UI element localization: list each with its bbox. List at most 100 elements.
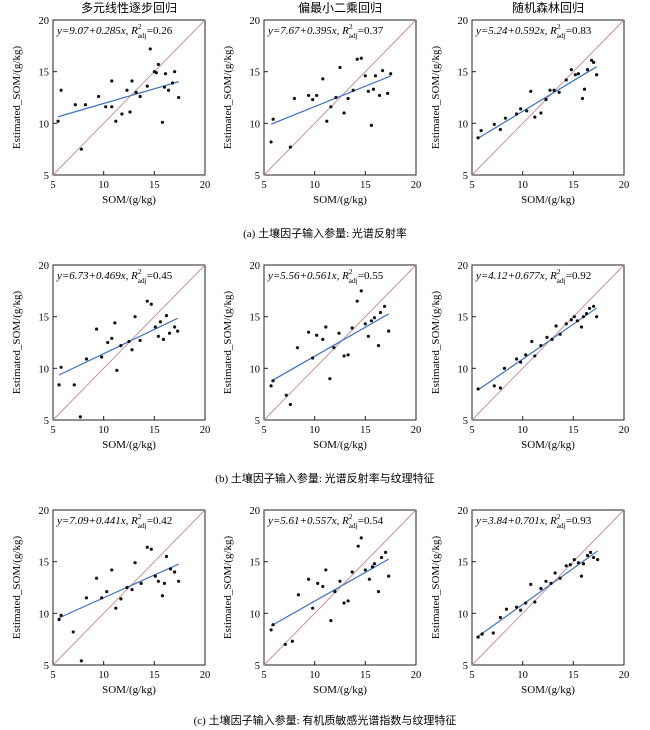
data-point bbox=[350, 570, 354, 574]
data-point bbox=[387, 574, 391, 578]
x-tick-label: 15 bbox=[568, 670, 579, 681]
data-point bbox=[524, 353, 528, 357]
x-axis-label: SOM/(g/kg) bbox=[313, 194, 367, 206]
data-point bbox=[346, 353, 350, 357]
y-tick-label: 15 bbox=[250, 558, 261, 569]
y-tick-label: 20 bbox=[39, 16, 50, 27]
data-point bbox=[363, 322, 367, 326]
scatter-panel: 5 10 15 20 5 10 15 20 SOM/(g/kg) Estimated_SOM/(g… bbox=[222, 506, 421, 696]
data-point bbox=[380, 69, 385, 73]
y-tick-label: 5 bbox=[255, 416, 260, 427]
data-point bbox=[596, 558, 600, 562]
data-point bbox=[292, 96, 296, 101]
data-point bbox=[284, 393, 288, 397]
panel-title: 多元线性逐步回归 bbox=[81, 1, 177, 15]
data-point bbox=[373, 74, 378, 78]
y-axis-label: Estimated_SOM/(g/kg) bbox=[222, 291, 234, 395]
row-caption: (a) 土壤因子输入参量: 光谱反射率 bbox=[243, 226, 407, 240]
one-to-one-line bbox=[52, 509, 206, 666]
fit-equation: y=4.12+0.677x, R2 adj=0.92 bbox=[475, 267, 591, 285]
data-point bbox=[59, 88, 63, 92]
y-tick-label: 20 bbox=[458, 506, 469, 517]
data-point bbox=[389, 72, 393, 76]
data-point bbox=[311, 97, 315, 102]
data-point bbox=[166, 88, 171, 92]
y-tick-label: 15 bbox=[39, 68, 50, 79]
data-point bbox=[115, 368, 119, 372]
x-axis-label: SOM/(g/kg) bbox=[521, 439, 575, 451]
x-tick-label: 5 bbox=[469, 670, 474, 681]
data-point bbox=[545, 335, 549, 339]
y-tick-label: 10 bbox=[39, 364, 50, 375]
data-point bbox=[110, 105, 114, 109]
data-point bbox=[576, 561, 581, 565]
fit-line bbox=[58, 563, 179, 619]
data-point bbox=[558, 332, 562, 336]
data-point bbox=[145, 299, 149, 303]
data-point bbox=[595, 315, 599, 319]
plot-frame bbox=[263, 19, 417, 176]
panel-title: 随机森林回归 bbox=[512, 0, 584, 15]
data-point bbox=[130, 79, 134, 83]
data-point bbox=[59, 613, 63, 618]
scatter-panel: 多元线性逐步回归 5 10 15 20 5 10 15 20 SOM/(g/kg) Estimate… bbox=[11, 1, 210, 206]
x-tick-label: 5 bbox=[50, 180, 55, 191]
x-tick-label: 15 bbox=[149, 180, 160, 191]
data-point bbox=[321, 584, 325, 589]
data-point bbox=[476, 387, 480, 391]
data-point bbox=[127, 339, 131, 344]
one-to-one-line bbox=[52, 19, 206, 176]
data-point bbox=[366, 89, 370, 93]
data-point bbox=[539, 586, 543, 591]
data-point bbox=[110, 79, 114, 83]
x-tick-label: 10 bbox=[517, 180, 528, 191]
x-axis-label: SOM/(g/kg) bbox=[102, 439, 156, 451]
y-axis-label: Estimated_SOM/(g/kg) bbox=[11, 536, 23, 640]
data-point bbox=[363, 568, 367, 572]
data-point bbox=[585, 68, 590, 72]
data-point bbox=[377, 93, 382, 98]
data-point bbox=[84, 357, 89, 361]
data-point bbox=[514, 605, 519, 609]
fit-line bbox=[477, 550, 599, 637]
scatter-panel: 5 10 15 20 5 10 15 20 SOM/(g/kg) Estimated_SOM/(g… bbox=[11, 506, 210, 696]
data-point bbox=[476, 136, 480, 140]
data-point bbox=[576, 72, 581, 76]
y-tick-label: 5 bbox=[255, 171, 260, 182]
data-point bbox=[529, 89, 533, 93]
data-point bbox=[153, 325, 157, 329]
data-point bbox=[133, 561, 137, 565]
data-point bbox=[378, 310, 383, 315]
x-tick-label: 5 bbox=[261, 180, 266, 191]
data-point bbox=[145, 84, 149, 88]
data-point bbox=[120, 112, 124, 116]
data-point bbox=[346, 96, 350, 101]
data-point bbox=[514, 357, 519, 361]
fit-equation: y=6.73+0.469x, R2 adj=0.45 bbox=[56, 267, 173, 285]
y-axis-label: Estimated_SOM/(g/kg) bbox=[430, 536, 442, 640]
x-tick-label: 15 bbox=[568, 180, 579, 191]
one-to-one-line bbox=[471, 509, 625, 666]
y-tick-label: 20 bbox=[458, 261, 469, 272]
data-point bbox=[321, 337, 325, 341]
x-tick-label: 15 bbox=[149, 425, 160, 436]
data-point bbox=[581, 315, 586, 319]
fit-line bbox=[270, 75, 391, 125]
fit-line bbox=[477, 66, 597, 139]
y-tick-label: 5 bbox=[255, 661, 260, 672]
data-point bbox=[72, 383, 76, 387]
y-tick-label: 10 bbox=[39, 609, 50, 620]
data-point bbox=[161, 337, 166, 341]
data-point bbox=[359, 56, 363, 60]
data-point bbox=[544, 579, 548, 583]
data-point bbox=[324, 325, 328, 329]
data-point bbox=[386, 91, 390, 95]
data-point bbox=[359, 289, 363, 293]
data-point bbox=[290, 639, 294, 643]
data-point bbox=[573, 73, 577, 77]
data-point bbox=[145, 545, 149, 549]
data-point bbox=[138, 94, 142, 99]
x-axis-label: SOM/(g/kg) bbox=[102, 194, 156, 206]
x-tick-label: 5 bbox=[50, 425, 55, 436]
data-point bbox=[125, 88, 129, 92]
